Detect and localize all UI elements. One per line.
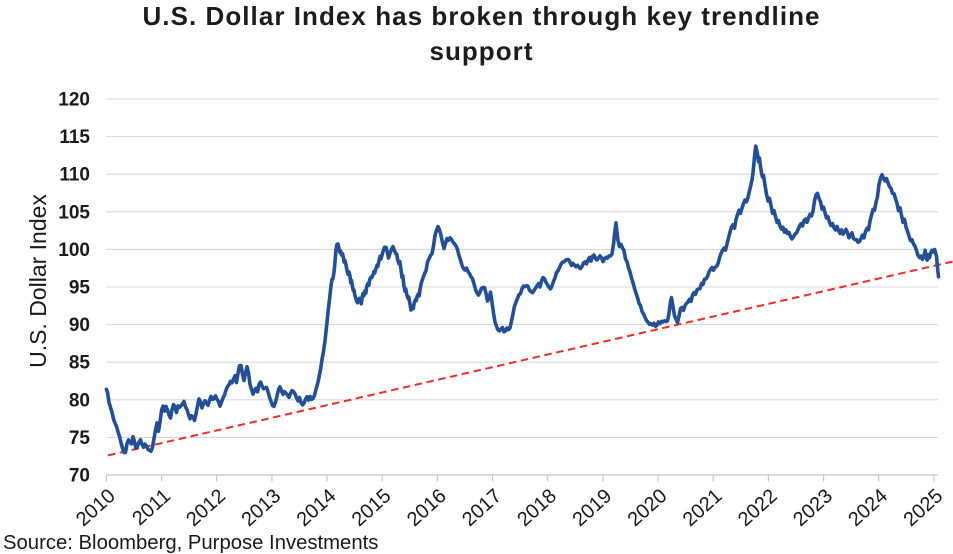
svg-text:2017: 2017 bbox=[458, 485, 506, 531]
svg-text:2015: 2015 bbox=[348, 485, 396, 531]
svg-text:105: 105 bbox=[58, 202, 90, 223]
svg-text:2018: 2018 bbox=[513, 485, 561, 531]
svg-text:2016: 2016 bbox=[403, 485, 451, 531]
svg-text:2023: 2023 bbox=[789, 485, 837, 531]
svg-text:95: 95 bbox=[69, 278, 91, 299]
svg-text:2025: 2025 bbox=[899, 485, 947, 531]
svg-text:2021: 2021 bbox=[679, 485, 727, 531]
svg-text:70: 70 bbox=[69, 466, 90, 487]
svg-text:2014: 2014 bbox=[293, 485, 341, 531]
svg-text:2019: 2019 bbox=[568, 485, 616, 531]
svg-text:120: 120 bbox=[58, 90, 90, 111]
svg-text:U.S. Dollar Index: U.S. Dollar Index bbox=[25, 194, 51, 368]
svg-text:2020: 2020 bbox=[624, 485, 672, 531]
svg-text:85: 85 bbox=[69, 353, 91, 374]
svg-text:2011: 2011 bbox=[128, 485, 175, 530]
svg-text:90: 90 bbox=[69, 315, 90, 336]
svg-text:110: 110 bbox=[59, 165, 90, 186]
svg-text:2022: 2022 bbox=[734, 485, 782, 531]
svg-text:2013: 2013 bbox=[237, 485, 285, 531]
svg-text:2024: 2024 bbox=[844, 485, 892, 531]
svg-text:Source: Bloomberg, Purpose Inv: Source: Bloomberg, Purpose Investments bbox=[3, 532, 378, 554]
svg-text:2012: 2012 bbox=[182, 485, 230, 531]
svg-text:80: 80 bbox=[69, 390, 90, 411]
svg-text:2010: 2010 bbox=[72, 485, 120, 531]
svg-text:75: 75 bbox=[69, 428, 91, 449]
svg-text:115: 115 bbox=[59, 127, 90, 148]
svg-text:100: 100 bbox=[58, 240, 90, 261]
